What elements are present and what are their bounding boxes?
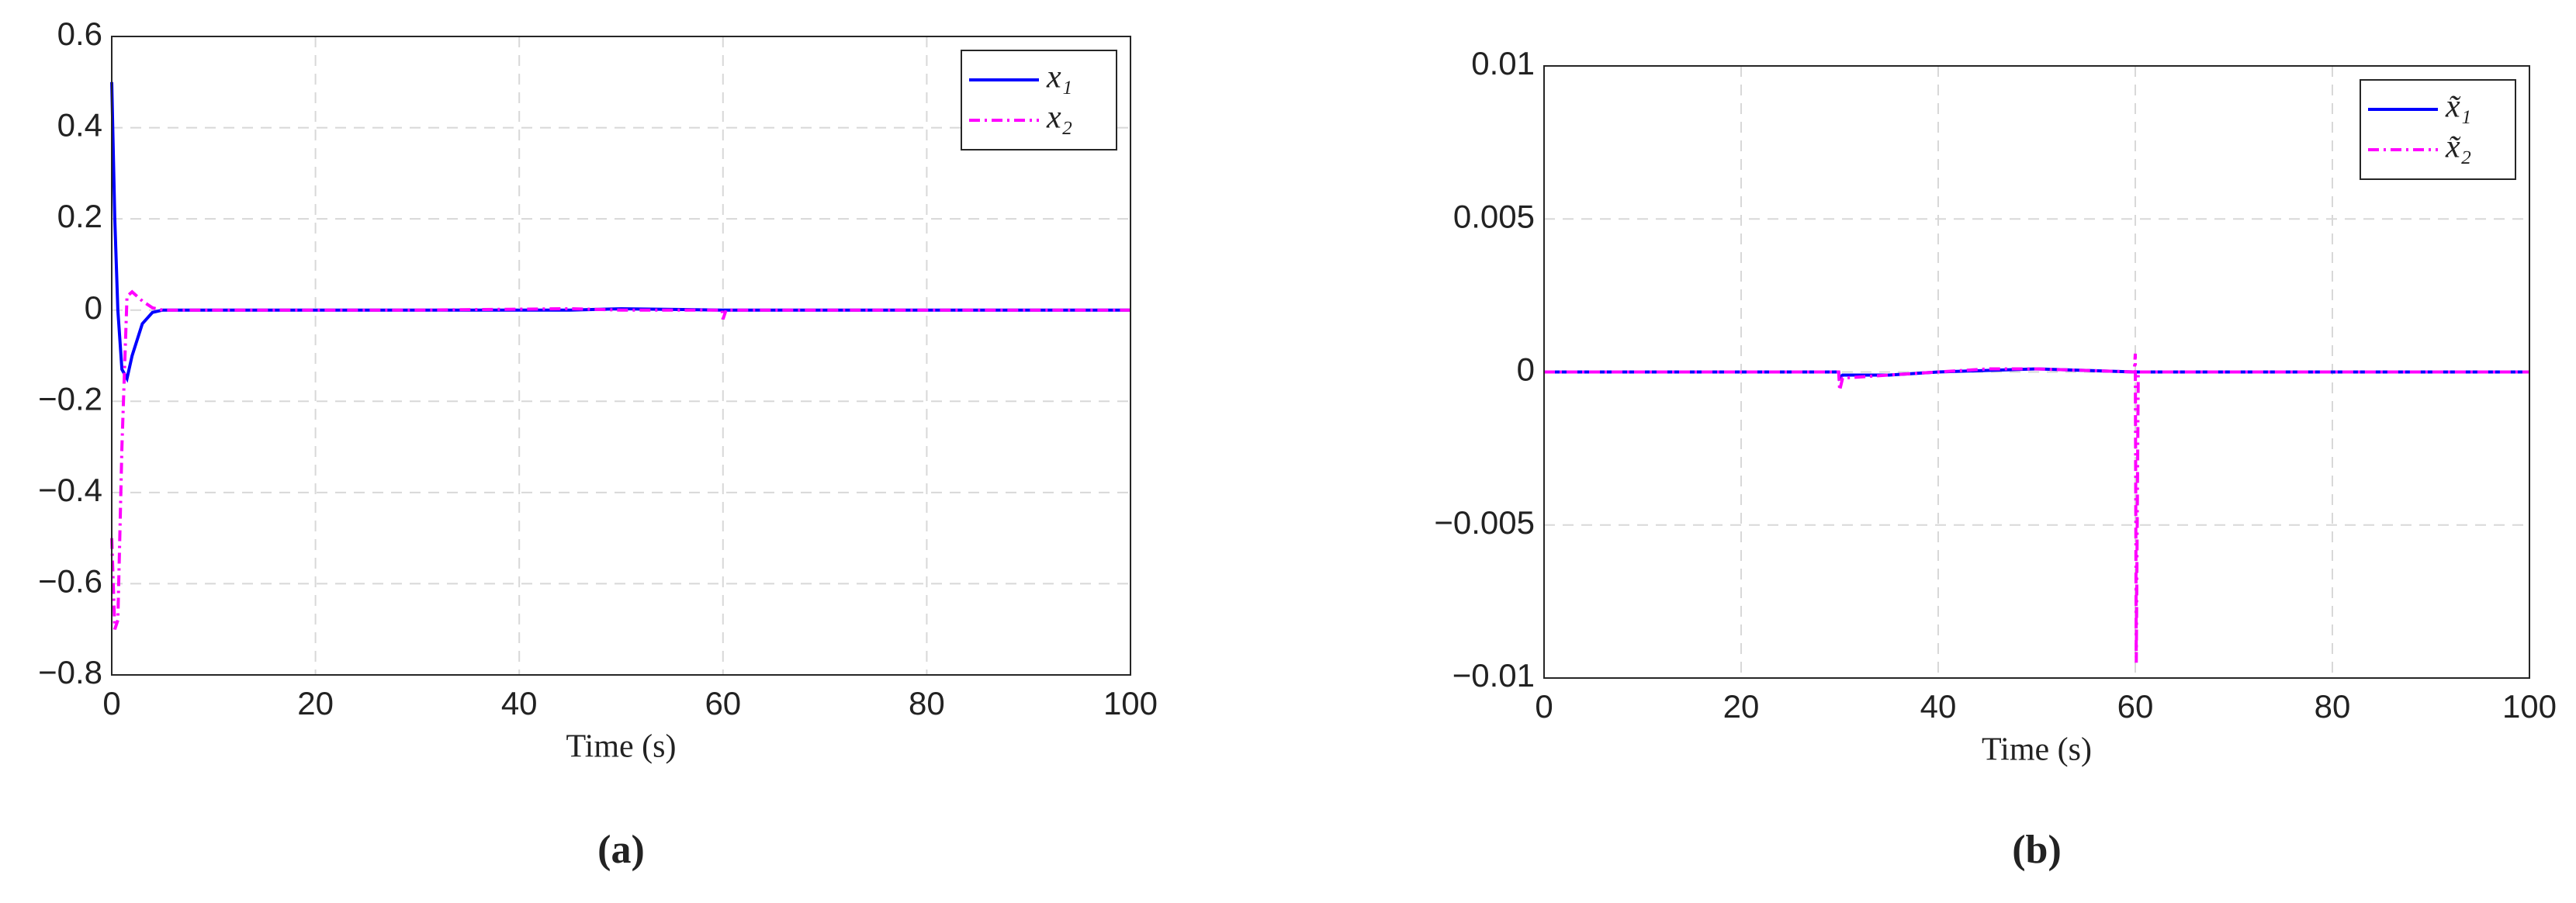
x-tick-label: 40: [501, 685, 538, 721]
legend-label: x₁: [1046, 60, 1072, 95]
y-tick-label: 0: [1517, 351, 1535, 388]
legend-box: [961, 50, 1117, 150]
data-line: [110, 289, 1130, 630]
x-tick-label: 40: [1920, 688, 1957, 725]
x-tick-label: 80: [909, 685, 945, 721]
legend-label: x₂: [1046, 100, 1072, 136]
y-tick-label: 0: [85, 289, 102, 326]
axes-frame: [111, 36, 1131, 676]
y-tick-label: 0.4: [57, 107, 102, 144]
legend-box: [2360, 79, 2516, 180]
y-tick-label: 0.6: [57, 16, 102, 52]
y-tick-label: 0.2: [57, 198, 102, 234]
x-tick-label: 60: [705, 685, 741, 721]
data-line: [1544, 353, 2529, 663]
y-tick-label: −0.01: [1452, 657, 1535, 694]
x-tick-label: 100: [2502, 688, 2557, 725]
y-tick-label: −0.005: [1434, 504, 1535, 541]
x-axis-label: Time (s): [566, 729, 677, 765]
x-tick-label: 60: [2117, 688, 2154, 725]
legend-label: x̃₂: [2445, 130, 2471, 165]
y-tick-label: −0.4: [38, 472, 102, 508]
y-tick-label: −0.2: [38, 380, 102, 417]
x-tick-label: 20: [1723, 688, 1760, 725]
x-tick-label: 0: [1535, 688, 1553, 725]
caption: (a): [597, 828, 645, 872]
x-tick-label: 0: [102, 685, 120, 721]
y-tick-label: 0.01: [1471, 45, 1535, 81]
data-line: [110, 81, 1130, 383]
x-tick-label: 80: [2315, 688, 2351, 725]
caption: (b): [2012, 828, 2062, 872]
x-axis-label: Time (s): [1982, 732, 2092, 768]
x-tick-label: 100: [1103, 685, 1158, 721]
axes-frame: [1543, 65, 2530, 679]
legend-label: x̃₁: [2445, 89, 2471, 125]
x-tick-label: 20: [297, 685, 334, 721]
y-tick-label: 0.005: [1453, 198, 1535, 234]
y-tick-label: −0.8: [38, 654, 102, 690]
y-tick-label: −0.6: [38, 563, 102, 600]
